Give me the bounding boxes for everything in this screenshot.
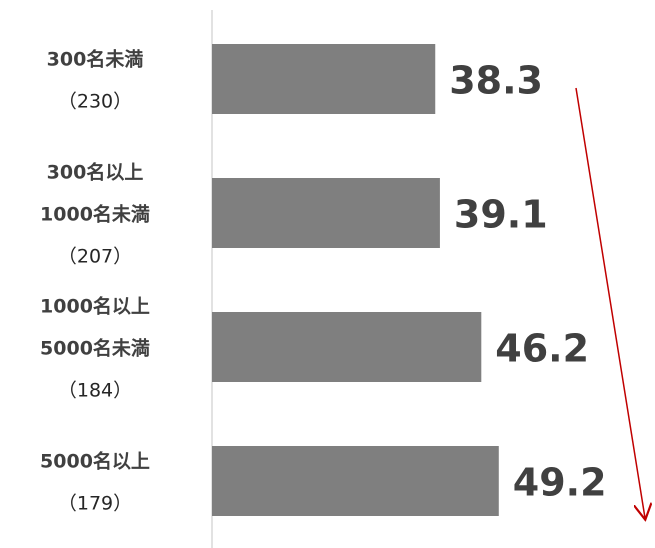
category-label: （230） [58, 91, 132, 113]
category-label: （179） [58, 493, 132, 515]
bar [212, 44, 436, 114]
category-label: 1000名以上 [40, 295, 150, 318]
value-label: 46.2 [495, 327, 589, 371]
bar [212, 312, 482, 382]
category-label: 1000名未満 [40, 203, 150, 226]
category-label: 5000名未満 [40, 337, 150, 360]
bar [212, 178, 440, 248]
category-label: （207） [58, 246, 132, 268]
trend-arrow [575, 87, 645, 518]
bar [212, 446, 499, 516]
category-label: 5000名以上 [40, 450, 150, 473]
value-label: 39.1 [454, 193, 548, 237]
value-label: 38.3 [449, 59, 543, 103]
category-label: 300名以上 [47, 161, 144, 184]
category-label: （184） [58, 380, 132, 402]
category-label: 300名未満 [47, 48, 144, 71]
value-label: 49.2 [513, 461, 607, 505]
